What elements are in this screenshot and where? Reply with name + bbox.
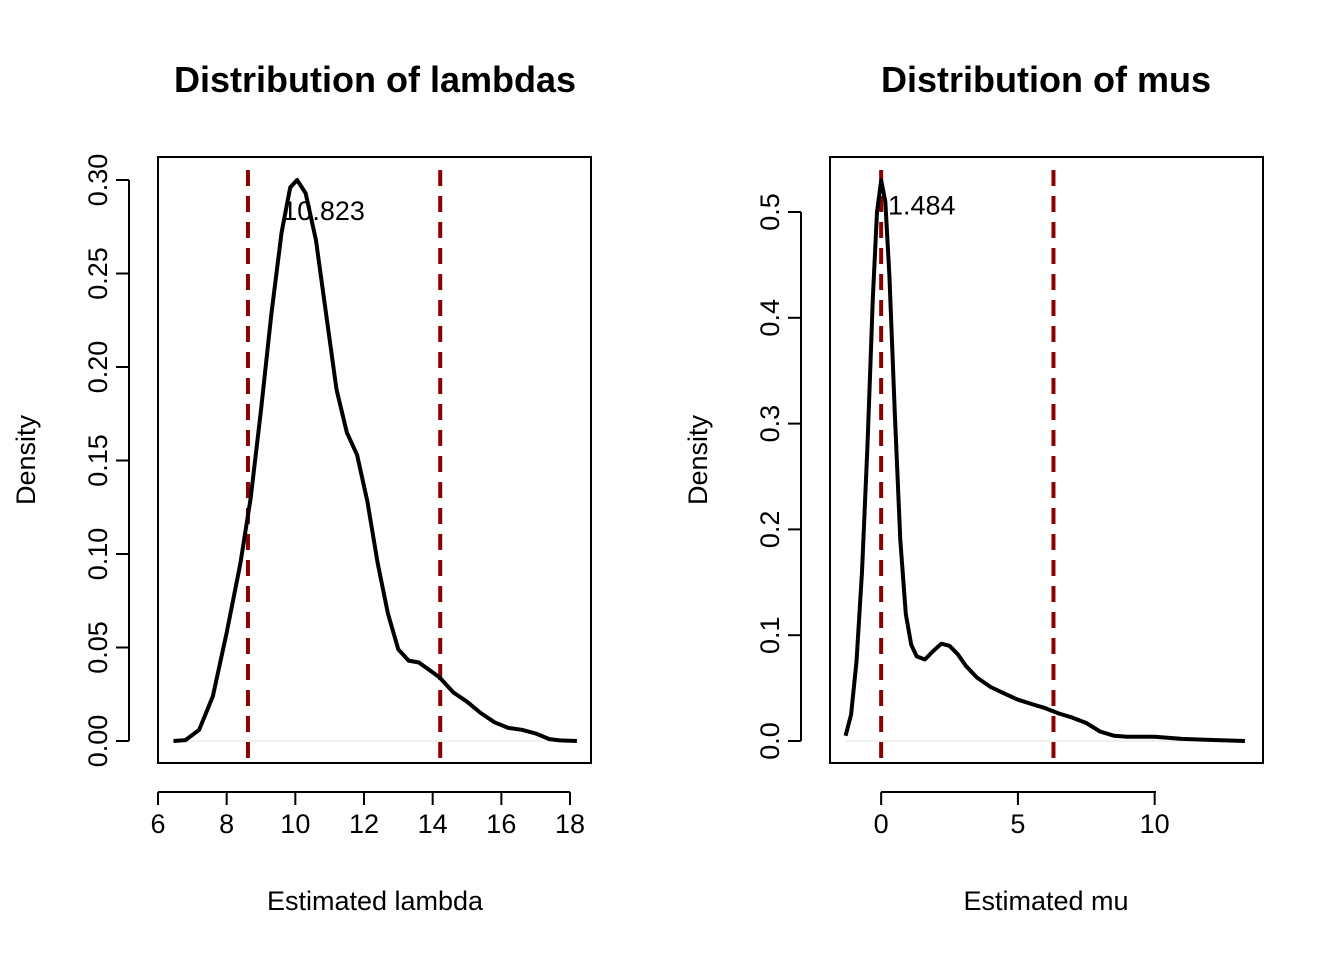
y-tick-label: 0.1: [755, 616, 785, 654]
y-tick-label: 0.30: [83, 154, 113, 207]
x-tick-label: 10: [280, 809, 310, 839]
y-tick-label: 0.10: [83, 528, 113, 581]
x-tick-label: 8: [219, 809, 234, 839]
reference-lines: [881, 170, 1053, 763]
density-curve: [174, 180, 577, 741]
y-tick-label: 0.25: [83, 247, 113, 300]
estimate-annotation: 10.823: [282, 196, 365, 226]
y-axis-label: Density: [683, 414, 713, 505]
y-tick-label: 0.20: [83, 341, 113, 394]
x-tick-label: 18: [555, 809, 585, 839]
mu-density-panel: Distribution of mus Estimated mu Density…: [683, 59, 1263, 916]
y-tick-label: 0.15: [83, 434, 113, 487]
x-tick-label: 10: [1140, 809, 1170, 839]
y-tick-label: 0.3: [755, 405, 785, 443]
x-tick-label: 5: [1010, 809, 1025, 839]
x-axis-label: Estimated mu: [963, 886, 1128, 916]
y-tick-label: 0.4: [755, 299, 785, 337]
x-tick-label: 12: [349, 809, 379, 839]
x-tick-label: 16: [486, 809, 516, 839]
density-curve: [846, 180, 1245, 741]
y-tick-label: 0.05: [83, 621, 113, 674]
x-tick-label: 0: [874, 809, 889, 839]
estimate-annotation: 1.484: [888, 191, 956, 221]
y-tick-label: 0.00: [83, 715, 113, 768]
lambda-density-panel: Distribution of lambdas Estimated lambda…: [11, 59, 591, 916]
tick-group: 0 5 10 0.0 0.1 0.2 0.3 0.4 0.5: [755, 193, 1170, 839]
x-tick-label: 14: [418, 809, 448, 839]
x-tick-label: 6: [150, 809, 165, 839]
y-tick-label: 0.0: [755, 722, 785, 760]
x-axis-label: Estimated lambda: [267, 886, 484, 916]
chart-title: Distribution of mus: [881, 59, 1211, 100]
y-tick-label: 0.2: [755, 511, 785, 549]
y-axis-label: Density: [11, 414, 41, 505]
chart-title: Distribution of lambdas: [174, 59, 576, 100]
y-tick-label: 0.5: [755, 193, 785, 231]
plot-frame: [158, 157, 591, 763]
